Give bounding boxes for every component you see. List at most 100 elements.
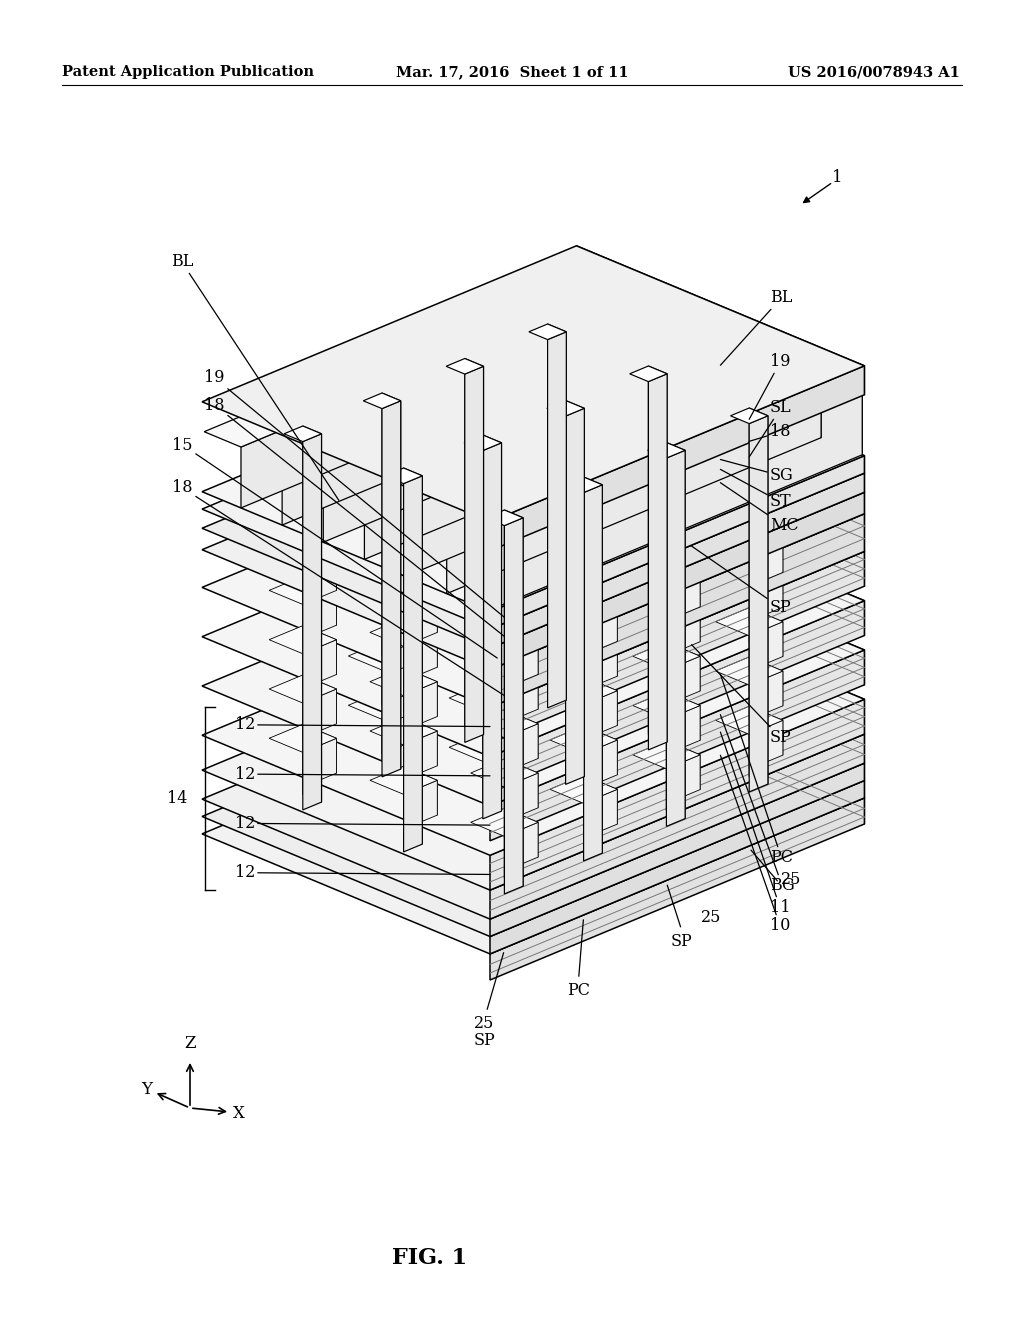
Polygon shape <box>382 692 416 741</box>
Polygon shape <box>743 345 780 421</box>
Polygon shape <box>382 506 416 557</box>
Polygon shape <box>365 342 738 560</box>
Polygon shape <box>482 698 516 747</box>
Polygon shape <box>667 450 685 826</box>
Polygon shape <box>471 660 538 689</box>
Text: Mar. 17, 2016  Sheet 1 of 11: Mar. 17, 2016 Sheet 1 of 11 <box>395 65 629 79</box>
Text: SL: SL <box>750 400 792 457</box>
Polygon shape <box>550 677 617 705</box>
Polygon shape <box>565 513 599 565</box>
Polygon shape <box>471 759 538 787</box>
Polygon shape <box>382 656 416 705</box>
Polygon shape <box>450 585 516 614</box>
Polygon shape <box>406 359 780 577</box>
Polygon shape <box>505 623 538 675</box>
Polygon shape <box>283 308 656 525</box>
Polygon shape <box>648 664 682 713</box>
Text: SP: SP <box>473 1032 496 1049</box>
Polygon shape <box>750 622 783 671</box>
Polygon shape <box>505 510 523 886</box>
Text: 25: 25 <box>781 871 802 888</box>
Text: 18: 18 <box>750 424 791 441</box>
Polygon shape <box>660 310 697 387</box>
Polygon shape <box>450 684 516 711</box>
Polygon shape <box>465 510 499 557</box>
Polygon shape <box>633 593 700 620</box>
Polygon shape <box>667 642 700 690</box>
Polygon shape <box>667 755 700 804</box>
Polygon shape <box>565 649 599 698</box>
Text: Patent Application Publication: Patent Application Publication <box>62 65 314 79</box>
Polygon shape <box>584 590 617 642</box>
Text: 18: 18 <box>205 396 505 636</box>
Polygon shape <box>548 636 582 685</box>
Polygon shape <box>348 593 416 620</box>
Polygon shape <box>514 573 582 601</box>
Polygon shape <box>303 725 337 774</box>
Polygon shape <box>403 618 437 667</box>
Polygon shape <box>550 775 617 804</box>
Polygon shape <box>403 475 422 851</box>
Polygon shape <box>403 681 437 730</box>
Polygon shape <box>648 678 682 727</box>
Polygon shape <box>464 436 502 450</box>
Polygon shape <box>614 615 682 643</box>
Polygon shape <box>579 276 615 352</box>
Polygon shape <box>584 775 617 824</box>
Polygon shape <box>482 442 502 818</box>
Polygon shape <box>505 759 538 808</box>
Polygon shape <box>505 710 538 759</box>
Polygon shape <box>403 668 437 717</box>
Text: BL: BL <box>721 289 793 366</box>
Polygon shape <box>482 635 516 684</box>
Polygon shape <box>648 630 682 678</box>
Text: BG: BG <box>721 714 795 895</box>
Text: 15: 15 <box>172 437 498 657</box>
Polygon shape <box>431 607 499 635</box>
Polygon shape <box>465 671 499 719</box>
Polygon shape <box>369 345 780 516</box>
Polygon shape <box>482 747 516 796</box>
Polygon shape <box>750 408 768 784</box>
Polygon shape <box>584 789 617 838</box>
Polygon shape <box>548 323 566 700</box>
Polygon shape <box>324 325 697 543</box>
Text: 10: 10 <box>721 755 791 935</box>
Polygon shape <box>750 671 783 719</box>
Polygon shape <box>403 632 437 681</box>
Polygon shape <box>465 366 483 742</box>
Polygon shape <box>548 474 582 523</box>
Polygon shape <box>584 741 617 789</box>
Polygon shape <box>716 657 783 685</box>
Polygon shape <box>202 246 864 521</box>
Text: 12: 12 <box>234 865 490 882</box>
Text: 25: 25 <box>701 909 722 927</box>
Polygon shape <box>490 473 864 648</box>
Polygon shape <box>550 726 617 754</box>
Polygon shape <box>465 359 483 735</box>
Polygon shape <box>784 362 821 438</box>
Polygon shape <box>577 660 864 797</box>
Polygon shape <box>750 416 768 792</box>
Polygon shape <box>403 469 422 843</box>
Polygon shape <box>505 723 538 772</box>
Polygon shape <box>620 293 656 370</box>
Polygon shape <box>202 354 864 630</box>
Polygon shape <box>584 677 617 726</box>
Polygon shape <box>667 556 700 607</box>
Polygon shape <box>633 692 700 719</box>
Polygon shape <box>465 572 499 620</box>
Polygon shape <box>303 553 337 605</box>
Polygon shape <box>548 331 566 708</box>
Polygon shape <box>667 593 700 642</box>
Polygon shape <box>382 401 400 777</box>
Polygon shape <box>348 544 416 572</box>
Polygon shape <box>577 678 864 824</box>
Polygon shape <box>505 660 538 709</box>
Polygon shape <box>482 734 516 781</box>
Polygon shape <box>514 437 582 465</box>
Polygon shape <box>303 426 322 803</box>
Polygon shape <box>403 780 437 829</box>
Polygon shape <box>750 573 783 622</box>
Polygon shape <box>648 579 682 628</box>
